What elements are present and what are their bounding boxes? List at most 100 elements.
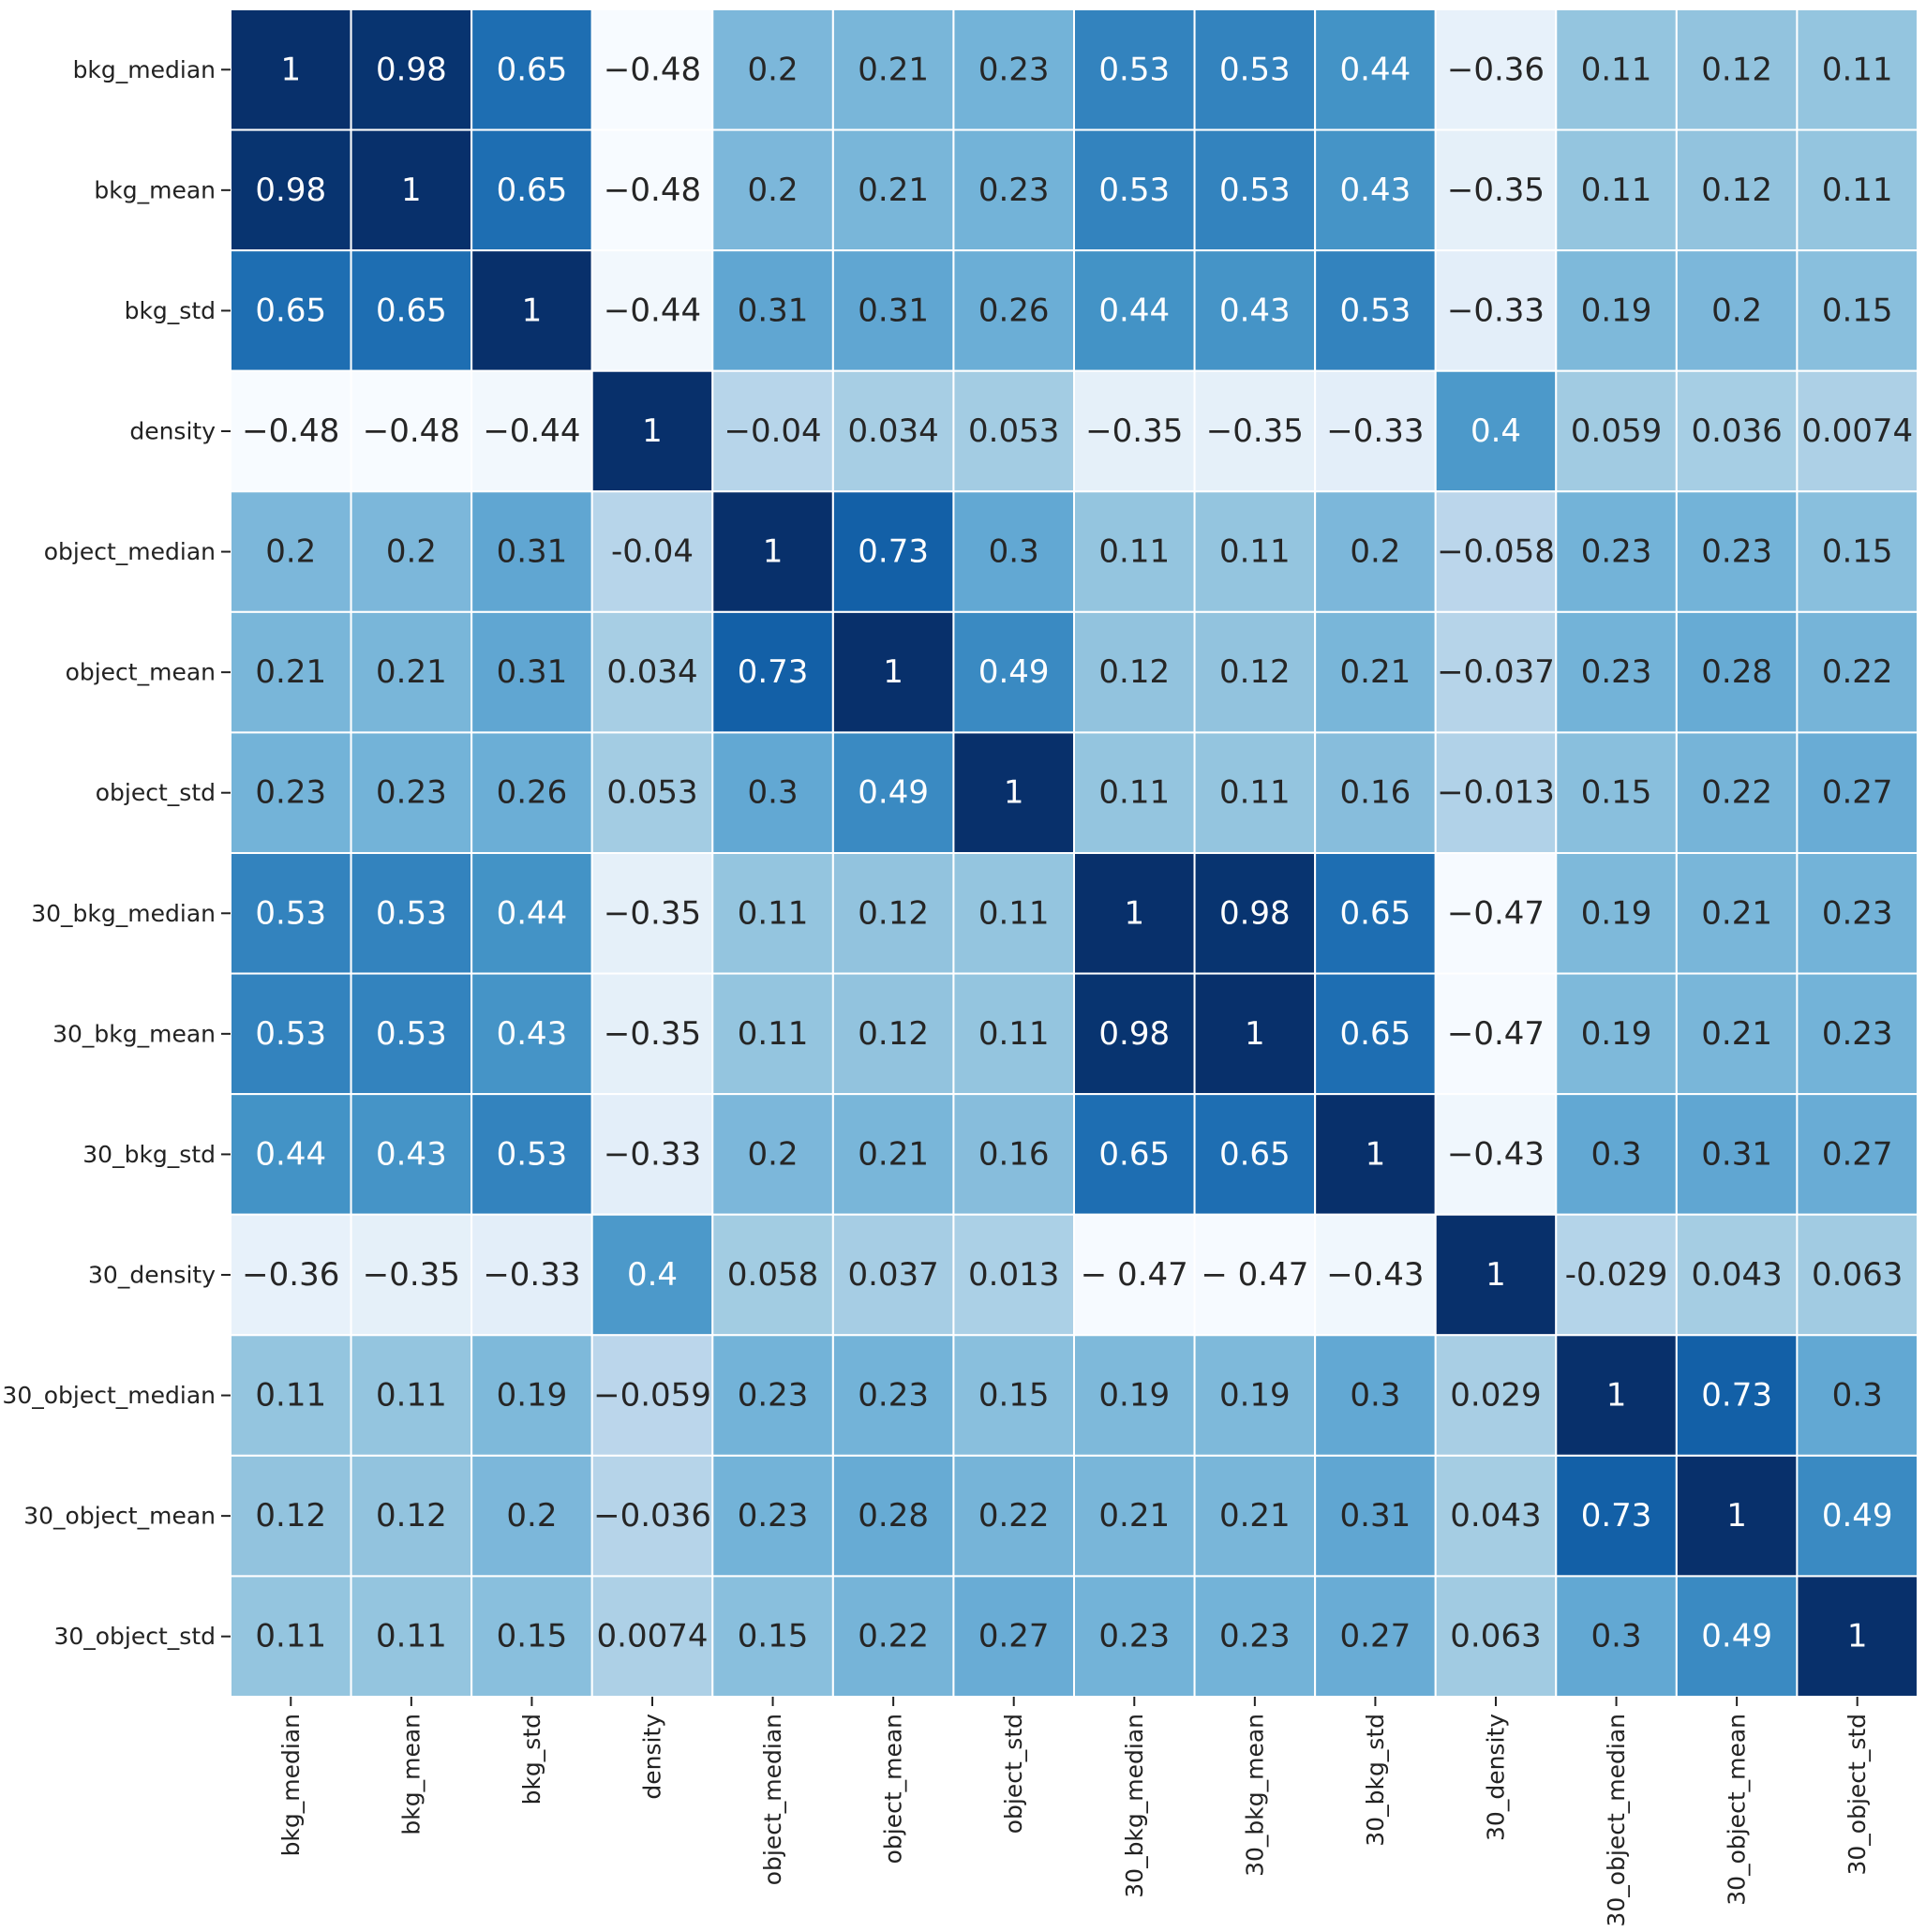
cell-value-30-object-mean-object-mean: 0.28 bbox=[858, 1497, 929, 1535]
cell-value-30-object-mean-object-std: 0.22 bbox=[978, 1497, 1050, 1535]
cell-value-density-object-std: 0.053 bbox=[968, 412, 1059, 450]
cell-bkg-median-30-bkg-std bbox=[1314, 8, 1437, 131]
cell-value-30-object-median-30-bkg-std: 0.3 bbox=[1350, 1377, 1400, 1415]
cell-bkg-std-30-object-median bbox=[1555, 249, 1678, 372]
cell-value-density-30-bkg-std: −0.33 bbox=[1326, 412, 1424, 450]
cell-value-30-object-mean-30-bkg-std: 0.31 bbox=[1340, 1497, 1411, 1535]
cell-value-bkg-std-object-std: 0.26 bbox=[978, 292, 1050, 329]
cell-value-30-bkg-mean-object-std: 0.11 bbox=[978, 1015, 1050, 1053]
cell-object-mean-30-object-std bbox=[1796, 610, 1919, 734]
cell-value-30-bkg-std-bkg-median: 0.44 bbox=[255, 1135, 326, 1173]
cell-30-object-mean-30-density bbox=[1434, 1454, 1558, 1578]
x-tick-label-object-std: object_std bbox=[1000, 1714, 1027, 1834]
cell-object-mean-bkg-mean bbox=[350, 610, 473, 734]
cell-value-30-density-bkg-median: −0.36 bbox=[242, 1256, 339, 1294]
cell-value-30-density-30-bkg-mean: − 0.47 bbox=[1201, 1256, 1308, 1294]
cell-30-bkg-mean-bkg-median bbox=[230, 972, 352, 1096]
cell-value-bkg-median-30-object-median: 0.11 bbox=[1581, 51, 1652, 88]
cell-density-30-object-mean bbox=[1675, 369, 1799, 493]
cell-value-30-object-mean-bkg-mean: 0.12 bbox=[376, 1497, 447, 1535]
cell-object-mean-30-bkg-mean bbox=[1193, 610, 1317, 734]
cell-value-bkg-std-30-density: −0.33 bbox=[1447, 292, 1545, 329]
cell-value-30-bkg-median-30-object-std: 0.23 bbox=[1822, 894, 1893, 932]
cell-value-30-object-median-30-bkg-mean: 0.19 bbox=[1219, 1377, 1291, 1415]
cell-value-30-bkg-median-bkg-std: 0.44 bbox=[497, 894, 568, 932]
y-tick-label-object-std: object_std bbox=[96, 779, 216, 806]
cell-object-mean-30-object-mean bbox=[1675, 610, 1799, 734]
cell-value-30-object-std-object-median: 0.15 bbox=[738, 1618, 809, 1655]
cell-object-std-bkg-median bbox=[230, 731, 352, 854]
cell-bkg-std-30-bkg-mean bbox=[1193, 249, 1317, 372]
cell-value-bkg-mean-object-std: 0.23 bbox=[978, 172, 1050, 209]
cell-object-std-30-object-median bbox=[1555, 731, 1678, 854]
cell-value-density-density: 1 bbox=[642, 412, 663, 450]
x-axis: bkg_median bkg_mean bkg_std density object_m… bbox=[277, 1696, 1871, 1927]
y-tick-label-object-mean: object_mean bbox=[66, 659, 216, 686]
cell-value-30-bkg-median-30-bkg-std: 0.65 bbox=[1340, 894, 1411, 932]
cell-value-30-object-std-30-bkg-mean: 0.23 bbox=[1219, 1618, 1291, 1655]
cell-value-30-object-std-30-density: 0.063 bbox=[1450, 1618, 1541, 1655]
cell-30-bkg-std-30-object-mean bbox=[1675, 1093, 1799, 1216]
cell-30-object-std-30-object-std bbox=[1796, 1575, 1919, 1698]
cell-value-object-mean-object-median: 0.73 bbox=[738, 653, 809, 691]
cell-value-30-bkg-mean-30-object-median: 0.19 bbox=[1581, 1015, 1652, 1053]
cell-value-object-mean-30-bkg-mean: 0.12 bbox=[1219, 653, 1291, 691]
cell-30-object-std-30-bkg-mean bbox=[1193, 1575, 1317, 1698]
cell-30-bkg-std-bkg-mean bbox=[350, 1093, 473, 1216]
cell-value-bkg-std-bkg-mean: 0.65 bbox=[376, 292, 447, 329]
cell-30-bkg-median-bkg-mean bbox=[350, 851, 473, 975]
cell-30-bkg-median-object-median bbox=[711, 851, 834, 975]
cell-30-bkg-median-bkg-median bbox=[230, 851, 352, 975]
cell-object-std-30-density bbox=[1434, 731, 1558, 854]
cell-value-object-std-30-bkg-median: 0.11 bbox=[1098, 774, 1170, 812]
cell-value-30-bkg-mean-30-density: −0.47 bbox=[1447, 1015, 1545, 1053]
cell-value-30-object-std-30-bkg-std: 0.27 bbox=[1340, 1618, 1411, 1655]
cell-value-object-std-object-mean: 0.49 bbox=[858, 774, 929, 812]
cell-object-mean-30-density bbox=[1434, 610, 1558, 734]
cell-bkg-std-30-bkg-median bbox=[1072, 249, 1196, 372]
cell-value-object-median-30-object-median: 0.23 bbox=[1581, 533, 1652, 571]
cell-value-bkg-median-object-std: 0.23 bbox=[978, 51, 1050, 88]
cell-value-30-object-median-30-bkg-median: 0.19 bbox=[1098, 1377, 1170, 1415]
cell-30-object-median-object-mean bbox=[831, 1334, 955, 1457]
cell-object-std-30-object-mean bbox=[1675, 731, 1799, 854]
cell-value-30-bkg-median-30-bkg-mean: 0.98 bbox=[1219, 894, 1291, 932]
x-tick-label-object-mean: object_mean bbox=[880, 1714, 907, 1864]
cell-density-30-density bbox=[1434, 369, 1558, 493]
cell-value-object-std-object-std: 1 bbox=[1004, 774, 1024, 812]
x-tick-label-30-object-std: 30_object_std bbox=[1844, 1714, 1871, 1876]
cell-value-density-30-object-median: 0.059 bbox=[1571, 412, 1662, 450]
cell-value-30-bkg-mean-object-median: 0.11 bbox=[738, 1015, 809, 1053]
cell-object-std-density bbox=[590, 731, 714, 854]
cell-value-bkg-std-30-object-mean: 0.2 bbox=[1711, 292, 1762, 329]
cell-value-bkg-median-density: −0.48 bbox=[604, 51, 701, 88]
cell-value-30-bkg-std-30-bkg-median: 0.65 bbox=[1098, 1135, 1170, 1173]
cell-value-object-mean-bkg-median: 0.21 bbox=[255, 653, 326, 691]
cell-value-bkg-mean-bkg-median: 0.98 bbox=[255, 172, 326, 209]
cell-value-density-object-mean: 0.034 bbox=[847, 412, 938, 450]
cell-value-object-median-30-object-std: 0.15 bbox=[1822, 533, 1893, 571]
cell-value-30-bkg-std-density: −0.33 bbox=[604, 1135, 701, 1173]
cell-bkg-mean-object-median bbox=[711, 128, 834, 252]
cell-object-mean-bkg-std bbox=[470, 610, 593, 734]
cell-value-30-object-std-30-object-std: 1 bbox=[1847, 1618, 1868, 1655]
cell-object-mean-object-mean bbox=[831, 610, 955, 734]
cell-value-bkg-mean-30-density: −0.35 bbox=[1447, 172, 1545, 209]
cell-value-30-bkg-median-30-bkg-median: 1 bbox=[1124, 894, 1144, 932]
cell-30-bkg-std-bkg-median bbox=[230, 1093, 352, 1216]
cell-value-object-mean-object-mean: 1 bbox=[883, 653, 903, 691]
cell-object-mean-object-std bbox=[952, 610, 1075, 734]
cell-value-30-bkg-mean-30-bkg-median: 0.98 bbox=[1098, 1015, 1170, 1053]
cell-value-bkg-mean-30-bkg-std: 0.43 bbox=[1340, 172, 1411, 209]
cell-30-object-mean-object-std bbox=[952, 1454, 1075, 1578]
cell-density-bkg-std bbox=[470, 369, 593, 493]
cell-value-30-object-median-bkg-median: 0.11 bbox=[255, 1377, 326, 1415]
cell-density-object-mean bbox=[831, 369, 955, 493]
cell-value-object-mean-30-object-std: 0.22 bbox=[1822, 653, 1893, 691]
cell-value-bkg-std-object-mean: 0.31 bbox=[858, 292, 929, 329]
cell-bkg-mean-30-object-std bbox=[1796, 128, 1919, 252]
cell-30-object-mean-density bbox=[590, 1454, 714, 1578]
cell-density-object-median bbox=[711, 369, 834, 493]
cell-value-30-bkg-mean-30-bkg-std: 0.65 bbox=[1340, 1015, 1411, 1053]
